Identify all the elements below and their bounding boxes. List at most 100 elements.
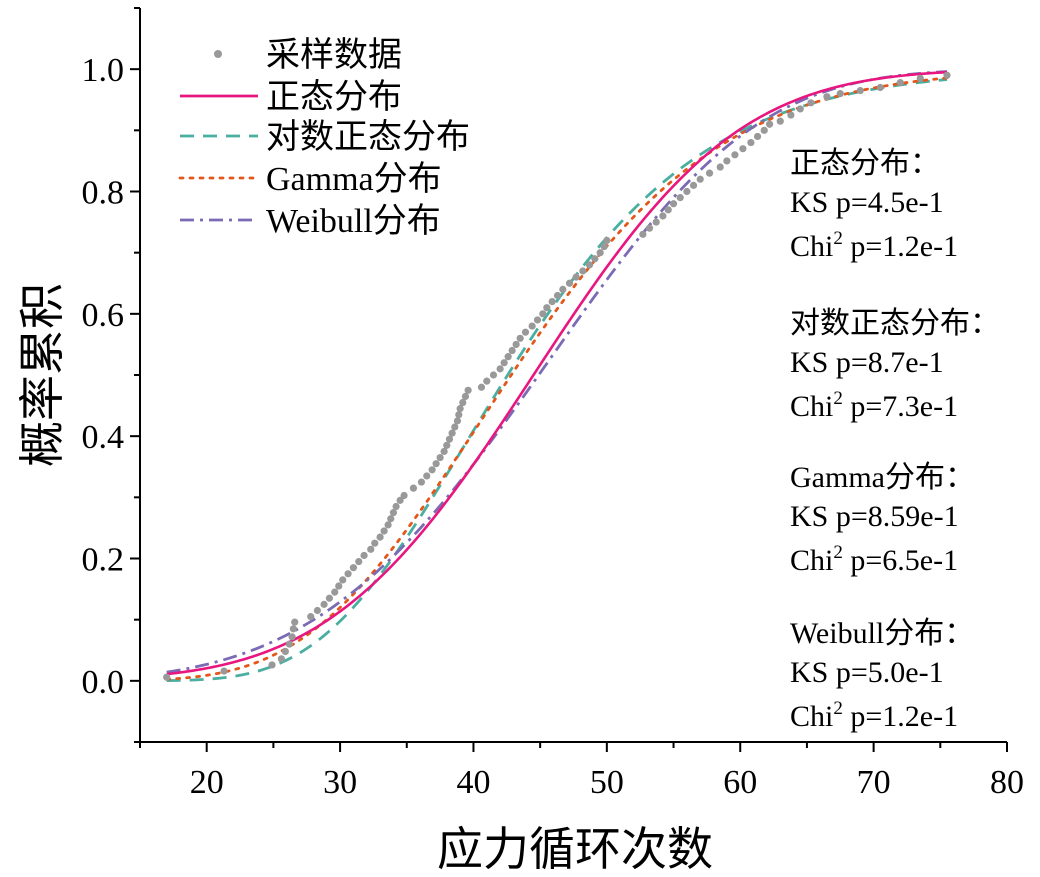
annotation-ks: KS p=5.0e-1	[790, 656, 944, 689]
sample-point	[320, 601, 327, 608]
sample-point	[410, 485, 417, 492]
sample-point	[723, 157, 730, 164]
sample-point	[380, 527, 387, 534]
axes-layer: 20 30 40 50 60 70 800.00.20.40.60.81.0应力循环次数概率…	[17, 8, 1024, 875]
sample-point	[478, 384, 485, 391]
chi-pvalue: p=7.3e-1	[843, 390, 958, 423]
x-tick-label: 70	[857, 764, 891, 801]
annotation-chi2: Chi2 p=6.5e-1	[790, 542, 958, 577]
sample-point	[490, 371, 497, 378]
x-tick-label: 60	[723, 764, 757, 801]
sample-point	[335, 582, 342, 589]
sample-point	[367, 546, 374, 553]
sample-point	[543, 304, 550, 311]
sample-point	[777, 118, 784, 125]
sample-point	[220, 667, 227, 674]
sample-point	[877, 84, 884, 91]
annotation-title: 对数正态分布：	[790, 307, 1000, 340]
annotation-chi2: Chi2 p=1.2e-1	[790, 228, 958, 263]
legend-item-normal: 正态分布	[180, 78, 402, 116]
sample-point	[559, 286, 566, 293]
annotation-ks: KS p=8.59e-1	[790, 500, 959, 533]
sample-point	[665, 206, 672, 213]
sample-point	[483, 378, 490, 385]
sample-point	[797, 105, 804, 112]
annotation-weibull: Weibull分布：KS p=5.0e-1Chi2 p=1.2e-1	[790, 617, 974, 733]
sample-point	[639, 231, 646, 238]
sample-point	[659, 212, 666, 219]
y-tick-label: 0.4	[82, 419, 125, 456]
sample-point	[331, 589, 338, 596]
sample-point	[286, 641, 293, 648]
annotation-normal: 正态分布：KS p=4.5e-1Chi2 p=1.2e-1	[790, 147, 958, 263]
sample-point	[554, 292, 561, 299]
y-tick-label: 0.8	[82, 175, 125, 212]
sample-point	[501, 359, 508, 366]
sample-point	[823, 93, 830, 100]
chi-label: Chi	[790, 390, 833, 423]
sample-point	[163, 674, 170, 681]
chi-label: Chi	[790, 700, 833, 733]
sample-point	[429, 466, 436, 473]
sample-point	[646, 225, 653, 232]
sample-point	[339, 576, 346, 583]
sample-point	[683, 188, 690, 195]
sample-point	[591, 255, 598, 262]
legend-label: Gamma分布	[266, 160, 442, 198]
sample-point	[350, 564, 357, 571]
sample-point	[465, 387, 472, 394]
sample-point	[597, 249, 604, 256]
x-tick-label: 30	[323, 764, 357, 801]
sample-point	[278, 655, 285, 662]
sample-point	[653, 218, 660, 225]
sample-point	[670, 200, 677, 207]
sample-point	[268, 661, 275, 668]
sample-point	[717, 163, 724, 170]
x-axis-title: 应力循环次数	[437, 824, 713, 875]
chi-superscript: 2	[833, 388, 843, 409]
sample-point	[517, 335, 524, 342]
sample-point	[344, 570, 351, 577]
chi-label: Chi	[790, 230, 833, 263]
chi-pvalue: p=1.2e-1	[843, 230, 958, 263]
sample-point	[534, 316, 541, 323]
sample-point	[549, 298, 556, 305]
sample-point	[586, 261, 593, 268]
sample-point	[326, 595, 333, 602]
legend-item-weibull: Weibull分布	[180, 202, 441, 240]
sample-point	[513, 341, 520, 348]
sample-point	[837, 90, 844, 97]
chi-superscript: 2	[833, 698, 843, 719]
sample-point	[766, 121, 773, 128]
chi-superscript: 2	[833, 228, 843, 249]
chi-pvalue: p=6.5e-1	[843, 544, 958, 577]
sample-point	[355, 558, 362, 565]
sample-point	[706, 170, 713, 177]
annotation-ks: KS p=8.7e-1	[790, 346, 944, 379]
sample-point	[677, 194, 684, 201]
y-tick-label: 0.2	[82, 542, 125, 579]
annotation-chi2: Chi2 p=1.2e-1	[790, 698, 958, 733]
legend-label: 采样数据	[266, 36, 402, 74]
chi-superscript: 2	[833, 542, 843, 563]
sample-point	[690, 182, 697, 189]
sample-point	[418, 478, 425, 485]
sample-point	[497, 365, 504, 372]
legend-label: Weibull分布	[266, 202, 441, 240]
annotation-chi2: Chi2 p=7.3e-1	[790, 388, 958, 423]
sample-point	[857, 87, 864, 94]
y-tick-label: 0.6	[82, 297, 125, 334]
legend-item-samples: 采样数据	[214, 36, 402, 74]
sample-point	[579, 267, 586, 274]
chi-label: Chi	[790, 544, 833, 577]
sample-point	[943, 72, 950, 79]
sample-point	[747, 139, 754, 146]
sample-point	[376, 533, 383, 540]
sample-point	[423, 472, 430, 479]
sample-point	[917, 75, 924, 82]
sample-point	[787, 111, 794, 118]
legend-item-lognormal: 对数正态分布	[180, 118, 470, 156]
sample-point	[897, 79, 904, 86]
sample-point	[314, 607, 321, 614]
sample-point	[437, 454, 444, 461]
